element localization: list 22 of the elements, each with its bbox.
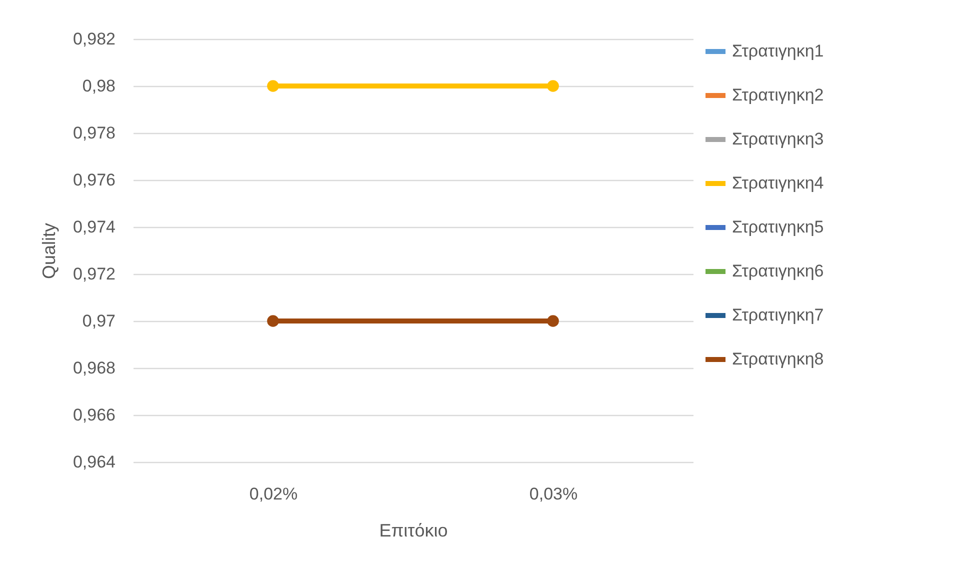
legend-label: Στρατιγηκη8 bbox=[732, 350, 824, 368]
y-tick-label: 0,966 bbox=[72, 406, 116, 424]
y-tick-label: 0,964 bbox=[72, 452, 116, 472]
legend-label: Στρατιγηκη1 bbox=[732, 42, 824, 60]
legend-label: Στρατιγηκη3 bbox=[732, 130, 824, 148]
y-tick-label: 0,968 bbox=[72, 358, 116, 378]
y-tick-label: 0,97 bbox=[82, 312, 116, 330]
x-tick-label: 0,02% bbox=[249, 484, 298, 504]
y-tick-label: 0,978 bbox=[72, 124, 116, 142]
y-tick-label: 0,98 bbox=[82, 76, 116, 96]
y-tick-label: 0,974 bbox=[72, 218, 116, 236]
x-tick-label: 0,03% bbox=[529, 484, 578, 504]
legend-label: Στρατιγηκη2 bbox=[732, 86, 824, 104]
x-axis-title: Επιτόκιο bbox=[379, 520, 448, 540]
y-tick-label: 0,982 bbox=[72, 30, 116, 48]
legend-label: Στρατιγηκη5 bbox=[732, 218, 824, 236]
y-tick-label: 0,976 bbox=[72, 170, 116, 190]
legend-label: Στρατιγηκη7 bbox=[732, 306, 824, 324]
legend-label: Στρατιγηκη6 bbox=[732, 262, 824, 280]
y-tick-label: 0,972 bbox=[72, 264, 116, 284]
legend-label: Στρατιγηκη4 bbox=[732, 174, 824, 192]
y-axis-title: Quality bbox=[38, 222, 59, 280]
